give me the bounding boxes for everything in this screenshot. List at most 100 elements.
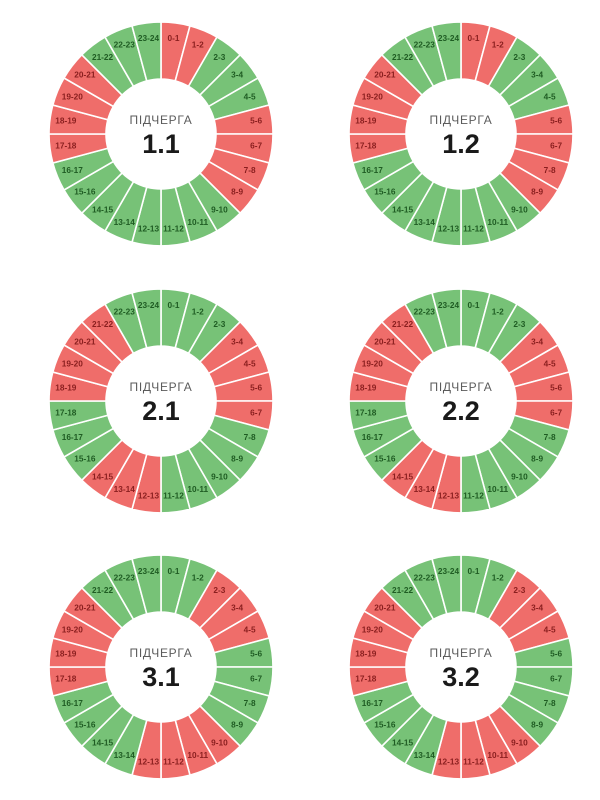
svg-text:2-3: 2-3 — [213, 585, 225, 595]
svg-text:22-23: 22-23 — [414, 306, 436, 316]
svg-text:0-1: 0-1 — [168, 300, 180, 310]
svg-text:17-18: 17-18 — [55, 141, 77, 151]
svg-text:18-19: 18-19 — [55, 382, 77, 392]
svg-text:14-15: 14-15 — [392, 204, 414, 214]
svg-text:16-17: 16-17 — [62, 698, 84, 708]
svg-text:21-22: 21-22 — [92, 319, 114, 329]
svg-text:ПІДЧЕРГА: ПІДЧЕРГА — [430, 380, 493, 394]
svg-text:7-8: 7-8 — [244, 165, 256, 175]
svg-text:8-9: 8-9 — [231, 187, 243, 197]
svg-text:7-8: 7-8 — [244, 698, 256, 708]
svg-text:1-2: 1-2 — [492, 573, 504, 583]
svg-text:10-11: 10-11 — [487, 750, 508, 760]
svg-text:1-2: 1-2 — [192, 573, 204, 583]
svg-text:23-24: 23-24 — [438, 566, 460, 576]
svg-text:15-16: 15-16 — [74, 453, 96, 463]
svg-text:3-4: 3-4 — [231, 603, 243, 613]
svg-text:13-14: 13-14 — [114, 750, 136, 760]
svg-text:12-13: 12-13 — [138, 223, 160, 233]
svg-text:8-9: 8-9 — [531, 453, 543, 463]
svg-text:23-24: 23-24 — [138, 33, 160, 43]
svg-text:22-23: 22-23 — [414, 39, 436, 49]
svg-text:9-10: 9-10 — [511, 738, 528, 748]
svg-text:2.2: 2.2 — [442, 396, 480, 426]
svg-text:11-12: 11-12 — [463, 223, 484, 233]
svg-text:6-7: 6-7 — [550, 407, 562, 417]
svg-text:23-24: 23-24 — [438, 300, 460, 310]
svg-text:14-15: 14-15 — [392, 738, 414, 748]
svg-text:6-7: 6-7 — [550, 674, 562, 684]
svg-text:20-21: 20-21 — [374, 70, 396, 80]
svg-text:12-13: 12-13 — [438, 223, 460, 233]
svg-text:1-2: 1-2 — [192, 39, 204, 49]
svg-text:0-1: 0-1 — [168, 33, 180, 43]
svg-text:10-11: 10-11 — [487, 217, 508, 227]
svg-text:9-10: 9-10 — [211, 471, 228, 481]
svg-text:19-20: 19-20 — [362, 625, 384, 635]
svg-text:12-13: 12-13 — [438, 490, 460, 500]
svg-text:3-4: 3-4 — [231, 336, 243, 346]
svg-text:14-15: 14-15 — [392, 471, 414, 481]
svg-text:16-17: 16-17 — [62, 165, 84, 175]
svg-text:17-18: 17-18 — [355, 674, 377, 684]
svg-text:13-14: 13-14 — [414, 484, 436, 494]
svg-text:19-20: 19-20 — [62, 358, 84, 368]
svg-text:6-7: 6-7 — [250, 674, 262, 684]
svg-text:21-22: 21-22 — [392, 52, 414, 62]
svg-text:11-12: 11-12 — [163, 223, 184, 233]
svg-text:8-9: 8-9 — [231, 453, 243, 463]
svg-text:10-11: 10-11 — [187, 750, 208, 760]
svg-text:1-2: 1-2 — [492, 39, 504, 49]
svg-text:0-1: 0-1 — [468, 33, 480, 43]
svg-text:11-12: 11-12 — [463, 757, 484, 767]
svg-text:11-12: 11-12 — [163, 490, 184, 500]
svg-text:21-22: 21-22 — [92, 52, 114, 62]
svg-text:19-20: 19-20 — [362, 358, 384, 368]
svg-text:12-13: 12-13 — [138, 757, 160, 767]
svg-text:10-11: 10-11 — [187, 484, 208, 494]
svg-text:13-14: 13-14 — [114, 217, 136, 227]
svg-text:18-19: 18-19 — [355, 382, 377, 392]
svg-text:2-3: 2-3 — [513, 52, 525, 62]
svg-text:8-9: 8-9 — [531, 720, 543, 730]
svg-text:5-6: 5-6 — [250, 116, 262, 126]
svg-text:9-10: 9-10 — [211, 738, 228, 748]
svg-text:22-23: 22-23 — [114, 39, 136, 49]
svg-text:2-3: 2-3 — [213, 52, 225, 62]
svg-text:5-6: 5-6 — [250, 382, 262, 392]
svg-text:7-8: 7-8 — [544, 165, 556, 175]
svg-text:16-17: 16-17 — [362, 165, 384, 175]
svg-text:6-7: 6-7 — [250, 141, 262, 151]
svg-text:13-14: 13-14 — [414, 217, 436, 227]
svg-text:18-19: 18-19 — [55, 649, 77, 659]
svg-text:ПІДЧЕРГА: ПІДЧЕРГА — [430, 646, 493, 660]
svg-text:16-17: 16-17 — [62, 432, 84, 442]
svg-text:19-20: 19-20 — [62, 625, 84, 635]
svg-text:23-24: 23-24 — [438, 33, 460, 43]
svg-text:0-1: 0-1 — [468, 300, 480, 310]
svg-text:15-16: 15-16 — [74, 720, 96, 730]
svg-text:15-16: 15-16 — [374, 187, 396, 197]
svg-text:18-19: 18-19 — [55, 116, 77, 126]
svg-text:5-6: 5-6 — [250, 649, 262, 659]
svg-text:1-2: 1-2 — [192, 306, 204, 316]
svg-text:12-13: 12-13 — [138, 490, 160, 500]
svg-text:15-16: 15-16 — [374, 453, 396, 463]
svg-text:18-19: 18-19 — [355, 649, 377, 659]
svg-text:20-21: 20-21 — [374, 603, 396, 613]
svg-text:22-23: 22-23 — [414, 573, 436, 583]
svg-text:5-6: 5-6 — [550, 382, 562, 392]
svg-text:16-17: 16-17 — [362, 698, 384, 708]
svg-text:3-4: 3-4 — [231, 70, 243, 80]
svg-text:2-3: 2-3 — [213, 319, 225, 329]
svg-text:4-5: 4-5 — [544, 625, 556, 635]
svg-text:ПІДЧЕРГА: ПІДЧЕРГА — [430, 113, 493, 127]
svg-text:9-10: 9-10 — [511, 471, 528, 481]
svg-text:14-15: 14-15 — [92, 471, 114, 481]
svg-text:16-17: 16-17 — [362, 432, 384, 442]
svg-text:20-21: 20-21 — [74, 336, 96, 346]
svg-text:7-8: 7-8 — [544, 698, 556, 708]
svg-text:15-16: 15-16 — [74, 187, 96, 197]
svg-text:21-22: 21-22 — [392, 319, 414, 329]
svg-text:1-2: 1-2 — [492, 306, 504, 316]
